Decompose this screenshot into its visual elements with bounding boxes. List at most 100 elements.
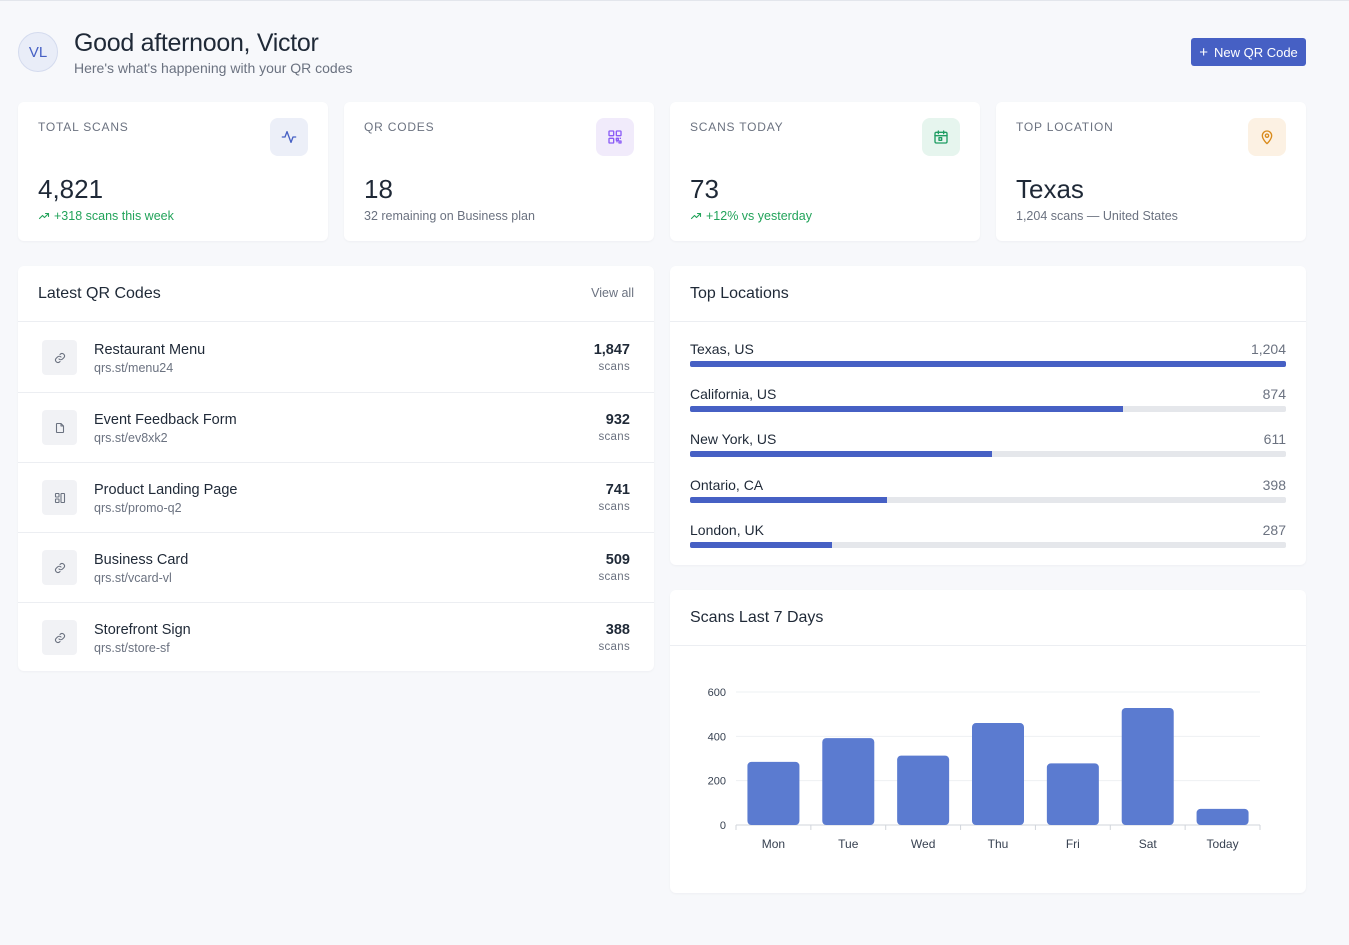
- x-tick-label: Fri: [1066, 837, 1080, 851]
- qr-scan-count: 741: [605, 482, 630, 498]
- qr-url: qrs.st/store-sf: [94, 641, 170, 655]
- stat-label: QR CODES: [364, 120, 435, 134]
- stat-label: SCANS TODAY: [690, 120, 784, 134]
- qr-url: qrs.st/menu24: [94, 361, 174, 375]
- location-name: Ontario, CA: [690, 477, 764, 493]
- bar-fri: [1046, 763, 1099, 825]
- view-all-link[interactable]: View all: [591, 286, 634, 300]
- qr-name: Product Landing Page: [94, 482, 238, 498]
- bar-mon: [747, 761, 800, 825]
- stat-label: TOP LOCATION: [1016, 120, 1114, 134]
- stat-note: 32 remaining on Business plan: [364, 209, 535, 223]
- qr-scan-count: 1,847: [593, 342, 630, 358]
- bar-wed: [897, 755, 950, 825]
- qr-url: qrs.st/promo-q2: [94, 501, 182, 515]
- location-bar-fill: [690, 497, 888, 503]
- stat-value: 4,821: [38, 174, 104, 204]
- location-value: 611: [1263, 431, 1286, 447]
- stat-note-text: 1,204 scans — United States: [1016, 209, 1178, 223]
- qr-name: Business Card: [94, 552, 189, 568]
- qr-scan-unit: scans: [598, 431, 630, 443]
- location-name: Texas, US: [690, 341, 754, 357]
- qr-list-item[interactable]: Product Landing Page qrs.st/promo-q2 741…: [18, 463, 654, 533]
- qr-name: Restaurant Menu: [94, 342, 206, 358]
- weekly-scans-panel: Scans Last 7 Days 0 200 400 600 Mon Tue Wed Thu…: [670, 590, 1306, 893]
- plus-icon: +: [1199, 43, 1208, 61]
- link-icon: [42, 340, 77, 375]
- stat-note-text: +318 scans this week: [54, 209, 174, 223]
- map-pin-icon: [1248, 118, 1286, 156]
- location-bar-track: [690, 451, 1286, 457]
- stat-note: +318 scans this week: [38, 209, 174, 223]
- qr-scan-count: 509: [605, 552, 630, 568]
- location-bar-fill: [690, 542, 833, 548]
- divider: [670, 645, 1306, 646]
- qr-url: qrs.st/ev8xk2: [94, 431, 168, 445]
- y-tick-label: 600: [708, 687, 726, 699]
- location-value: 287: [1262, 522, 1286, 538]
- stat-card-top-location: TOP LOCATION Texas 1,204 scans — United …: [996, 102, 1306, 241]
- qr-scan-unit: scans: [598, 361, 630, 373]
- qr-scan-count: 932: [605, 412, 630, 428]
- qr-name: Event Feedback Form: [94, 412, 237, 428]
- location-row: Texas, US 1,204: [690, 341, 1286, 381]
- calendar-icon: [922, 118, 960, 156]
- qr-list-item[interactable]: Restaurant Menu qrs.st/menu24 1,847 scan…: [18, 323, 654, 393]
- x-tick-label: Sat: [1139, 837, 1158, 851]
- panel-title: Latest QR Codes: [38, 285, 161, 302]
- bar-tue: [822, 738, 875, 825]
- qr-scan-count: 388: [605, 622, 630, 638]
- location-bar-track: [690, 542, 1286, 548]
- location-name: New York, US: [690, 431, 777, 447]
- y-tick-label: 400: [708, 731, 726, 743]
- layout-icon: [42, 480, 77, 515]
- stat-note: +12% vs yesterday: [690, 209, 812, 223]
- link-icon: [42, 550, 77, 585]
- qr-code-icon: [596, 118, 634, 156]
- location-bar-track: [690, 361, 1286, 367]
- stat-card-total-scans: TOTAL SCANS 4,821 +318 scans this week: [18, 102, 328, 241]
- panel-title: Scans Last 7 Days: [690, 609, 824, 626]
- new-qr-code-button[interactable]: + New QR Code: [1191, 38, 1306, 66]
- stat-card-scans-today: SCANS TODAY 73 +12% vs yesterday: [670, 102, 980, 241]
- qr-url: qrs.st/vcard-vl: [94, 571, 172, 585]
- location-bar-fill: [690, 361, 1286, 367]
- greeting-subtitle: Here's what's happening with your QR cod…: [74, 60, 353, 76]
- stat-value: Texas: [1016, 174, 1084, 204]
- qr-list-item[interactable]: Storefront Sign qrs.st/store-sf 388 scan…: [18, 603, 654, 673]
- stat-value: 18: [364, 174, 393, 204]
- stat-note: 1,204 scans — United States: [1016, 209, 1178, 223]
- qr-scan-unit: scans: [598, 571, 630, 583]
- location-name: California, US: [690, 386, 777, 402]
- qr-list-item[interactable]: Business Card qrs.st/vcard-vl 509 scans: [18, 533, 654, 603]
- stat-note-text: 32 remaining on Business plan: [364, 209, 535, 223]
- trend-up-icon: [38, 212, 50, 220]
- greeting-title: Good afternoon, Victor: [74, 29, 319, 57]
- stat-value: 73: [690, 174, 719, 204]
- file-icon: [42, 410, 77, 445]
- latest-qr-codes-panel: Latest QR Codes View all Restaurant Menu…: [18, 266, 654, 671]
- trend-up-icon: [690, 212, 702, 220]
- qr-list-item[interactable]: Event Feedback Form qrs.st/ev8xk2 932 sc…: [18, 393, 654, 463]
- divider: [670, 321, 1306, 322]
- bar-today: [1196, 808, 1249, 825]
- page-header: VL Good afternoon, Victor Here's what's …: [18, 29, 1306, 79]
- location-bar-track: [690, 406, 1286, 412]
- avatar[interactable]: VL: [18, 32, 58, 72]
- x-tick-label: Today: [1207, 837, 1239, 851]
- top-locations-panel: Top Locations Texas, US 1,204 California…: [670, 266, 1306, 565]
- location-value: 874: [1262, 386, 1286, 402]
- location-value: 398: [1262, 477, 1286, 493]
- x-tick-label: Tue: [838, 837, 859, 851]
- new-qr-code-label: New QR Code: [1213, 44, 1298, 60]
- bar-thu: [972, 723, 1024, 825]
- location-row: New York, US 611: [690, 431, 1286, 471]
- activity-icon: [270, 118, 308, 156]
- location-row: London, UK 287: [690, 522, 1286, 562]
- qr-scan-unit: scans: [598, 641, 630, 653]
- stat-note-text: +12% vs yesterday: [706, 209, 812, 223]
- link-icon: [42, 620, 77, 655]
- divider: [18, 321, 654, 322]
- location-bar-track: [690, 497, 1286, 503]
- location-bar-fill: [690, 406, 1123, 412]
